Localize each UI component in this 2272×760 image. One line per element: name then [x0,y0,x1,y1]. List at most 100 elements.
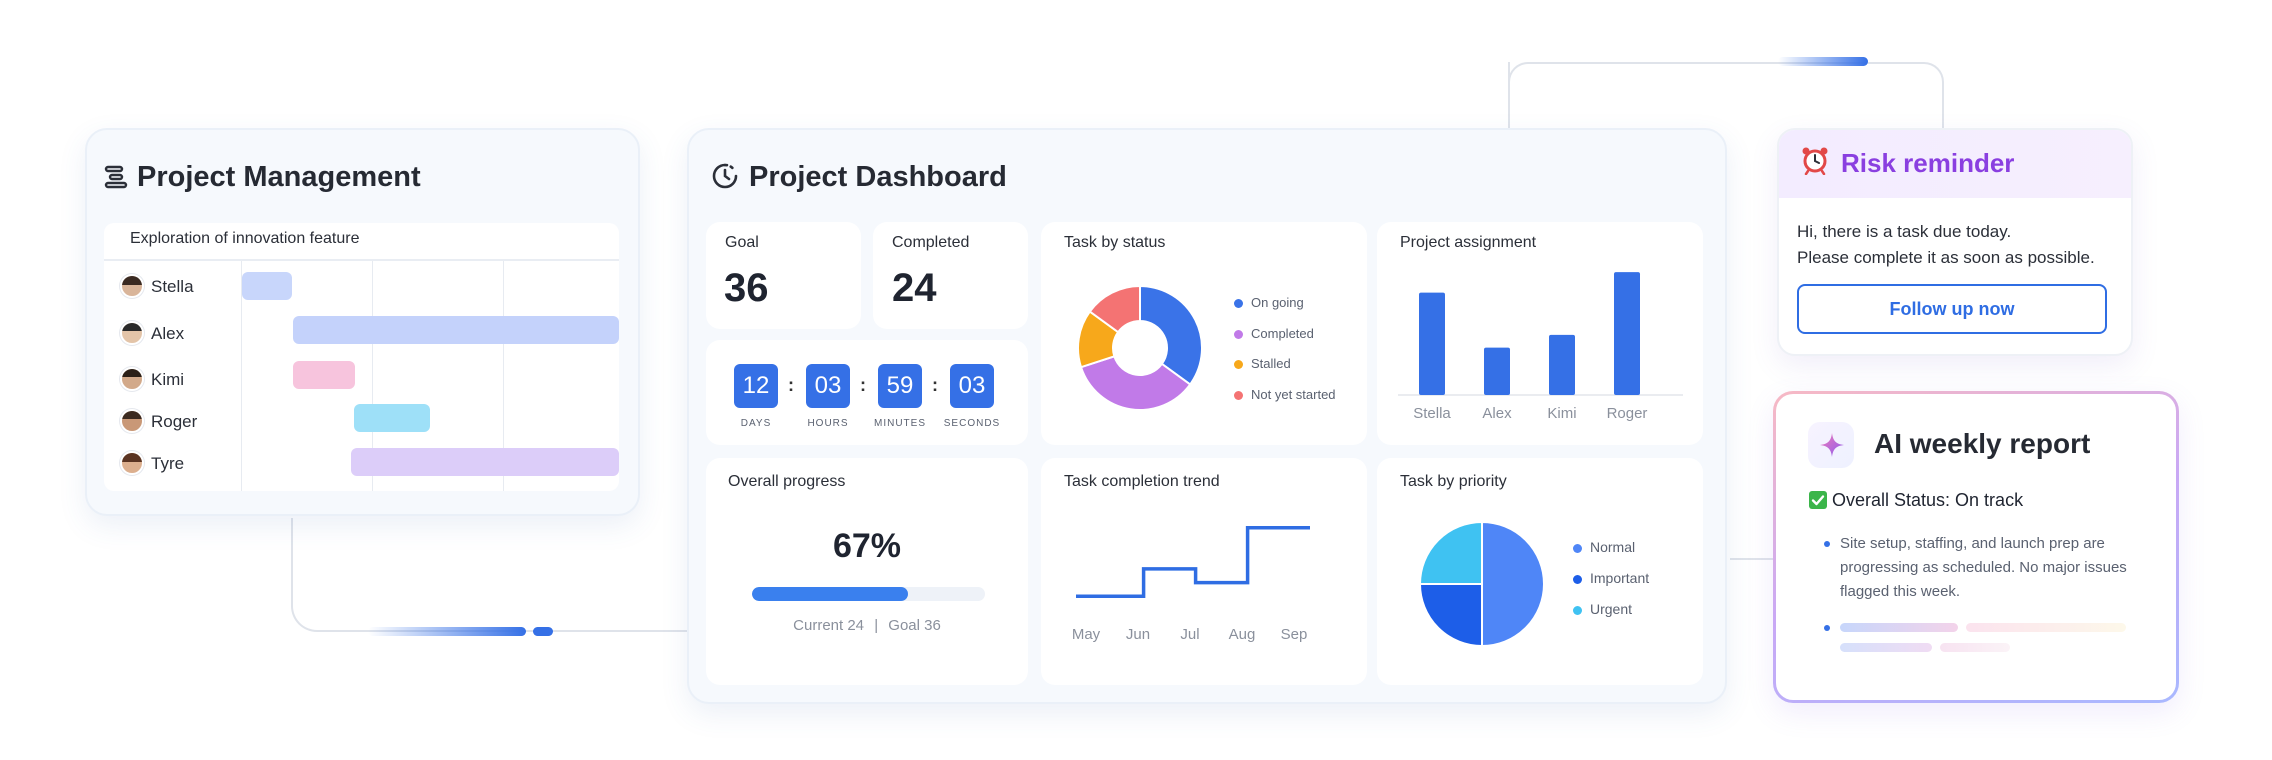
ai-report-summary: Site setup, staffing, and launch prep ar… [1840,535,2127,600]
legend-dot [1234,299,1243,308]
assignment-bar-chart: Stella Alex Kimi Roger [1398,272,1683,422]
avatar [120,367,144,391]
member-name: Stella [151,277,194,296]
x-tick-label: Jun [1126,626,1150,643]
risk-message-line-1: Hi, there is a task due today. [1797,222,2012,241]
countdown-minutes: 59 [878,364,922,408]
countdown-colon: : [788,375,794,395]
card-title: Overall progress [728,473,846,490]
countdown-unit: MINUTES [874,418,926,429]
bullet-dot [1824,625,1830,631]
loading-placeholder [1940,643,2010,652]
x-tick-label: Kimi [1547,405,1576,422]
member-name: Alex [151,324,185,343]
card-title: Project assignment [1400,234,1537,251]
countdown-hours: 03 [806,364,850,408]
panel-title: Project Management [137,161,421,193]
connector-highlight [368,627,526,636]
avatar [120,274,144,298]
member-name: Roger [151,412,198,431]
legend-normal: Normal [1590,539,1636,555]
gantt-chart [104,223,619,491]
legend-dot [1234,330,1243,339]
countdown-colon: : [860,375,866,395]
progress-percent: 67% [832,527,902,565]
legend-urgent: Urgent [1590,601,1633,617]
avatar [120,321,144,345]
ai-report-title: AI weekly report [1874,428,2091,459]
loading-placeholder [1840,623,1958,632]
gantt-feature-title: Exploration of innovation feature [130,230,360,247]
countdown-colon: : [932,375,938,395]
follow-up-button[interactable]: Follow up now [1797,284,2107,334]
status-donut-chart [1077,284,1203,411]
bar-kimi [1549,334,1575,395]
goal-card [706,222,861,329]
gantt-gridline [503,261,504,491]
legend-dot [1573,606,1582,615]
alarm-clock-icon [1800,145,1830,180]
legend-dot [1234,360,1243,369]
legend-not-yet-started: Not yet started [1251,387,1336,402]
countdown-unit: DAYS [740,418,772,429]
pie-slice-on-going [1139,284,1203,386]
gantt-bar[interactable] [354,404,430,432]
check-box-icon [1809,491,1827,509]
connector-line [1508,62,1944,130]
connector-line [291,518,693,632]
sparkle-icon-badge [1808,422,1854,468]
loading-placeholder [1840,643,1932,652]
legend-dot [1573,544,1582,553]
pie-slice-urgent [1418,520,1483,585]
goal-value: 36 [724,266,769,310]
member-name: Tyre [151,454,185,473]
member-name: Kimi [151,370,185,389]
risk-title: Risk reminder [1841,148,2015,178]
avatar [120,409,144,433]
x-tick-label: Aug [1229,626,1256,643]
connector-highlight [533,627,553,636]
gantt-bar[interactable] [293,361,355,389]
x-tick-label: May [1072,626,1101,643]
progress-current: Current 24 [793,617,865,634]
avatar [120,451,144,475]
x-tick-label: Alex [1482,405,1512,422]
gantt-icon [104,164,128,195]
legend-dot [1573,575,1582,584]
priority-pie-chart [1418,520,1545,648]
x-tick-label: Roger [1607,405,1648,422]
gantt-gridline [241,261,242,491]
legend-on-going: On going [1251,295,1304,310]
risk-message-line-2: Please complete it as soon as possible. [1797,248,2095,267]
ai-report-status: Overall Status: On track [1832,490,2024,510]
gantt-bar[interactable] [293,316,619,344]
panel-title: Project Dashboard [749,161,1007,193]
countdown-unit: HOURS [807,418,849,429]
countdown-seconds: 03 [950,364,994,408]
timer-icon [711,162,739,195]
x-tick-label: Sep [1281,626,1308,643]
completed-label: Completed [892,234,970,251]
bar-alex [1484,347,1510,395]
progress-goal: Goal 36 [888,617,941,634]
bar-roger [1614,272,1640,395]
gantt-bar[interactable] [242,272,292,300]
card-title: Task by status [1064,234,1166,251]
progress-track [752,587,985,601]
progress-caption: Current 24 | Goal 36 [706,617,1028,634]
bullet-dot [1824,541,1830,547]
countdown-days: 12 [734,364,778,408]
legend-important: Important [1590,570,1650,586]
gantt-bar[interactable] [351,448,619,476]
gantt-gridline [372,261,373,491]
x-tick-label: Jul [1180,626,1199,643]
goal-label: Goal [725,234,759,251]
pie-slice-important [1418,583,1483,648]
legend-stalled: Stalled [1251,356,1291,371]
bar-stella [1419,292,1445,395]
card-title: Task by priority [1400,473,1507,490]
progress-separator: | [874,617,879,634]
completed-value: 24 [892,266,937,310]
risk-header [1779,130,2131,198]
x-tick-label: Stella [1413,405,1451,422]
